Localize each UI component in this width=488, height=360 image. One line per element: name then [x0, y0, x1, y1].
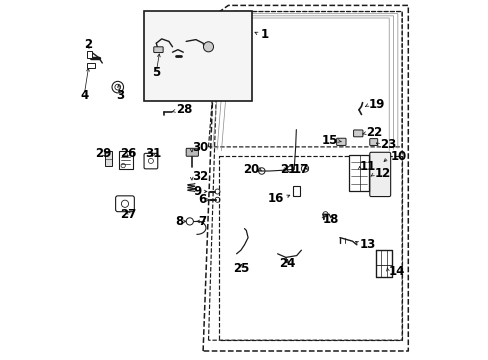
Circle shape — [203, 42, 213, 52]
Text: 15: 15 — [321, 134, 337, 147]
Text: 8: 8 — [175, 215, 183, 228]
FancyBboxPatch shape — [353, 130, 362, 137]
FancyBboxPatch shape — [336, 138, 346, 145]
FancyBboxPatch shape — [144, 153, 158, 169]
FancyBboxPatch shape — [186, 148, 198, 156]
Text: 12: 12 — [374, 167, 390, 180]
FancyBboxPatch shape — [115, 196, 134, 212]
Bar — [292, 186, 300, 196]
Text: 17: 17 — [292, 163, 309, 176]
Text: 5: 5 — [152, 66, 160, 78]
Text: 13: 13 — [359, 238, 375, 251]
Text: 2: 2 — [83, 39, 92, 51]
Text: 7: 7 — [198, 215, 206, 228]
Text: 19: 19 — [368, 98, 384, 111]
Text: 1: 1 — [260, 28, 268, 41]
Text: 29: 29 — [95, 147, 111, 159]
Text: 27: 27 — [120, 208, 137, 221]
Text: 4: 4 — [80, 89, 88, 102]
Text: 31: 31 — [145, 147, 161, 159]
FancyBboxPatch shape — [369, 139, 377, 145]
FancyBboxPatch shape — [369, 152, 390, 197]
Text: 21: 21 — [280, 163, 296, 176]
Text: 3: 3 — [116, 89, 124, 102]
Text: 11: 11 — [359, 160, 375, 173]
Text: 30: 30 — [192, 141, 208, 154]
Text: 28: 28 — [176, 103, 192, 116]
Text: 32: 32 — [192, 170, 208, 183]
Bar — [119, 151, 133, 169]
Text: 18: 18 — [322, 213, 339, 226]
Text: 23: 23 — [379, 138, 395, 150]
Text: 14: 14 — [387, 265, 404, 278]
FancyBboxPatch shape — [153, 47, 163, 53]
Text: 24: 24 — [279, 257, 295, 270]
Text: 22: 22 — [366, 126, 382, 139]
Text: 26: 26 — [120, 147, 137, 159]
Text: 10: 10 — [389, 150, 406, 163]
Text: 16: 16 — [267, 192, 284, 204]
Text: 25: 25 — [232, 262, 248, 275]
Text: 9: 9 — [193, 185, 201, 198]
Bar — [87, 51, 92, 58]
Bar — [143, 11, 251, 101]
Bar — [348, 155, 368, 191]
Text: 6: 6 — [198, 193, 206, 206]
Text: 20: 20 — [242, 163, 258, 176]
Bar — [87, 63, 95, 68]
Bar — [105, 151, 111, 166]
